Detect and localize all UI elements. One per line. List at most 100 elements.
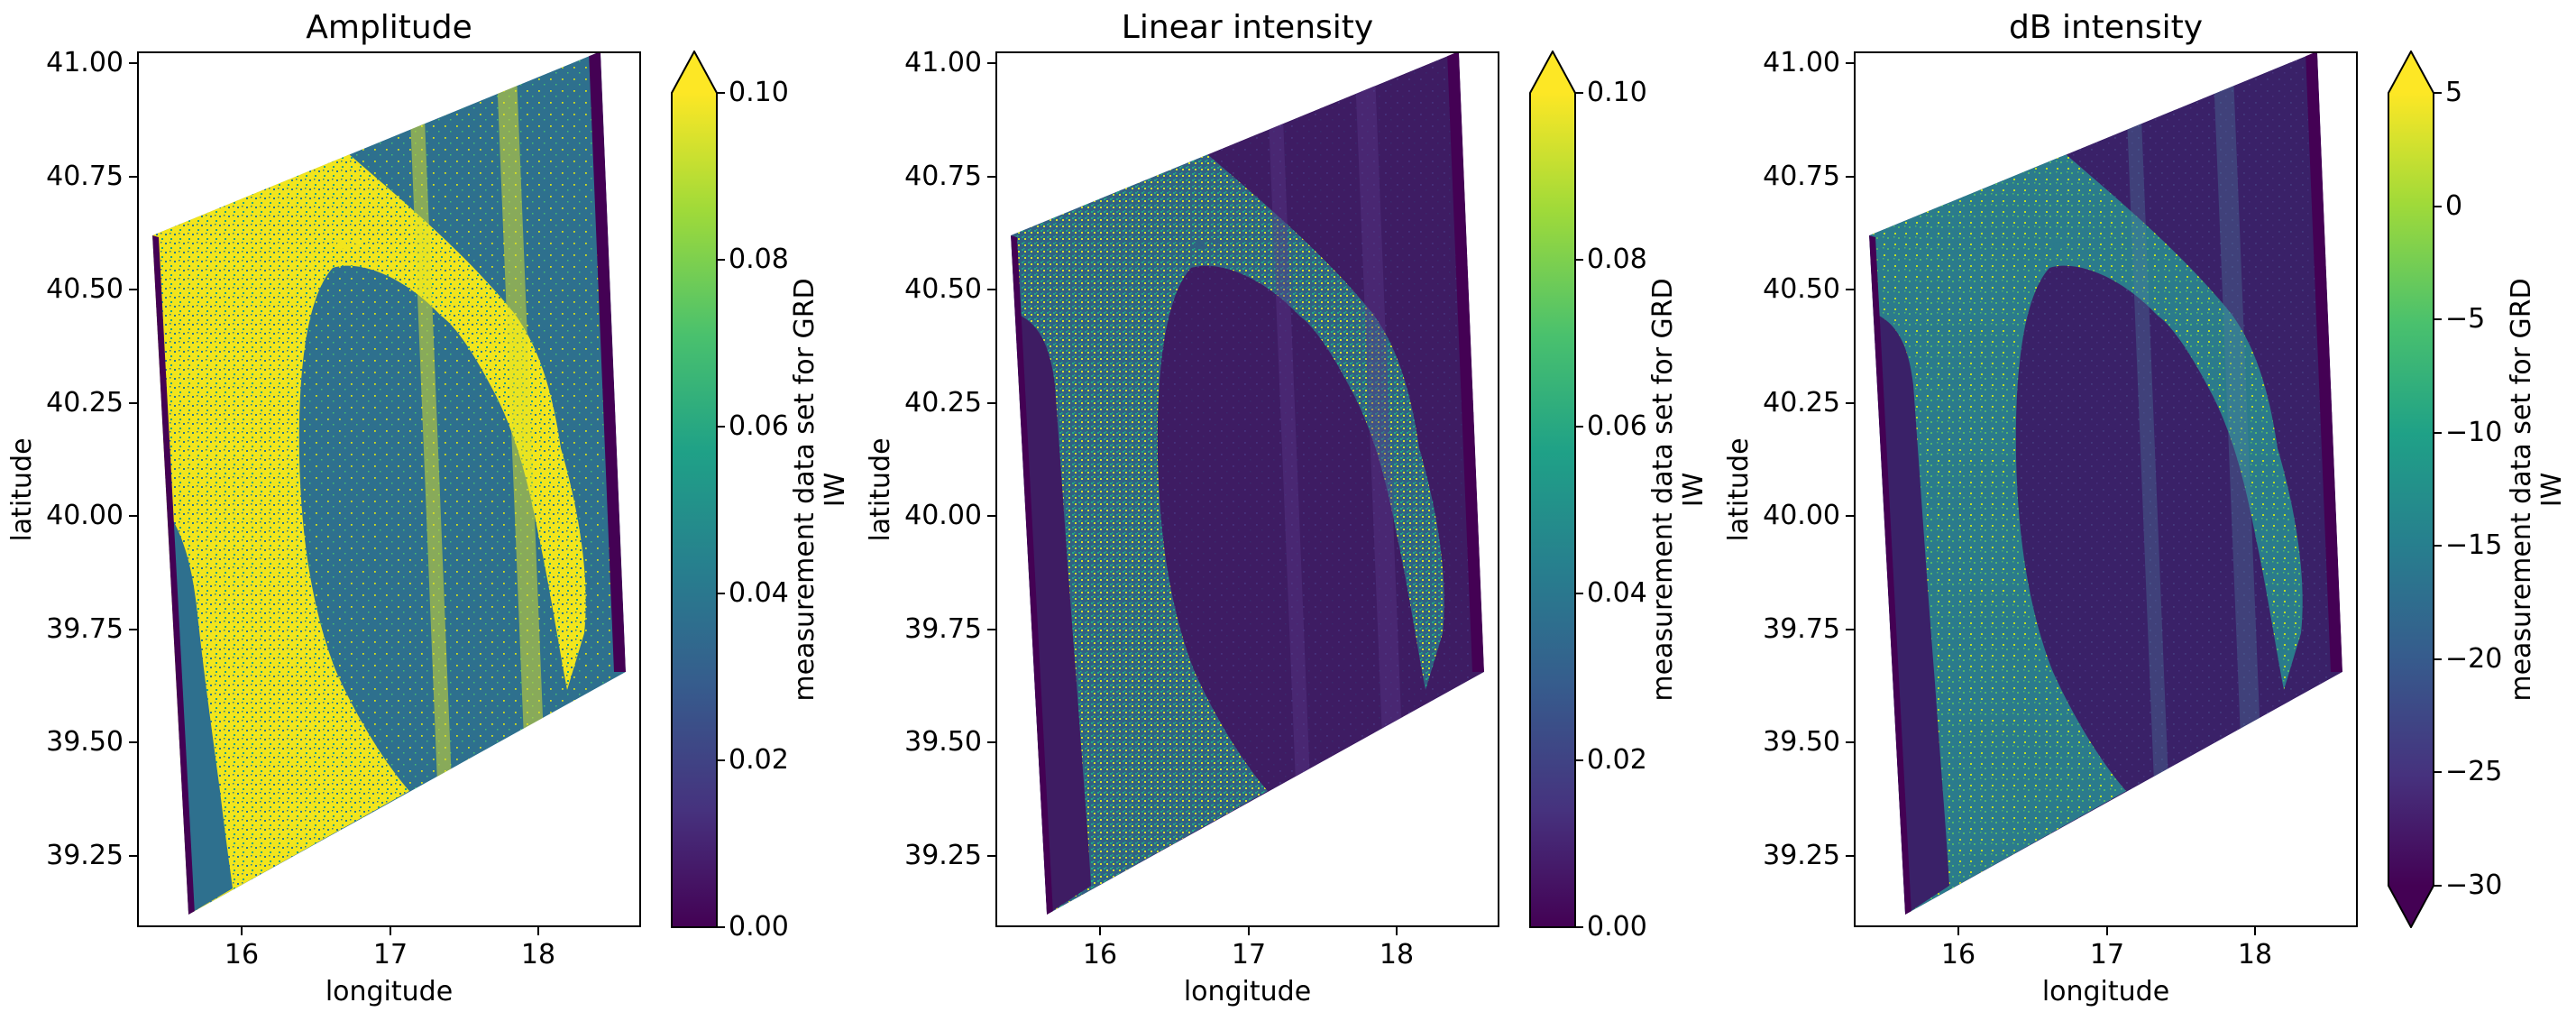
- y-tick-mark: [987, 401, 995, 404]
- y-tick-label: 39.25: [904, 839, 982, 871]
- colorbar-label-line2: IW: [820, 472, 851, 507]
- colorbar-tick-mark: [1575, 426, 1583, 428]
- y-tick-label: 39.50: [46, 726, 124, 758]
- x-tick-label: 17: [1231, 939, 1267, 970]
- y-tick-mark: [129, 854, 137, 857]
- colorbar: [1529, 49, 1576, 928]
- y-tick-mark: [987, 854, 995, 857]
- x-tick-mark: [2254, 927, 2256, 935]
- colorbar-gradient: [2388, 93, 2434, 886]
- colorbar-tick-label: 0.06: [729, 410, 789, 442]
- y-tick-label: 40.50: [46, 273, 124, 305]
- colorbar-tick-mark: [1575, 759, 1583, 761]
- coastal-strip-west: [1874, 313, 1949, 915]
- y-tick-mark: [987, 289, 995, 290]
- y-tick-label: 40.00: [1763, 500, 1840, 531]
- island: [1212, 239, 1221, 244]
- x-tick-mark: [1957, 927, 1959, 935]
- x-tick-label: 17: [372, 939, 408, 970]
- colorbar-tick-mark: [1575, 92, 1583, 94]
- x-tick-label: 18: [1379, 939, 1415, 970]
- x-tick-mark: [390, 927, 391, 935]
- y-tick-label: 40.25: [904, 386, 982, 419]
- colorbar-tick-label: 0.08: [1587, 244, 1647, 275]
- y-tick-mark: [1846, 401, 1854, 404]
- colorbar: [671, 49, 718, 928]
- island: [1195, 242, 1205, 249]
- swath-edge-left: [1869, 235, 1911, 915]
- y-tick-mark: [987, 515, 995, 517]
- y-tick-label: 39.50: [1763, 726, 1840, 758]
- y-tick-mark: [129, 175, 137, 178]
- y-tick-mark: [129, 289, 137, 290]
- colorbar-tick-mark: [717, 259, 725, 261]
- colorbar-tick-mark: [717, 593, 725, 594]
- colorbar-tick-mark: [2434, 658, 2442, 660]
- colorbar-tick-mark: [2434, 318, 2442, 321]
- y-tick-label: 41.00: [46, 47, 124, 78]
- colorbar-tick-label: −30: [2445, 869, 2503, 901]
- colorbar-tick-mark: [2434, 431, 2442, 434]
- y-tick-label: 39.75: [1763, 612, 1840, 645]
- colorbar-tick-label: 0: [2445, 189, 2463, 222]
- colorbar-tick-mark: [1575, 259, 1583, 261]
- y-tick-mark: [129, 62, 137, 64]
- x-tick-mark: [1099, 927, 1101, 935]
- y-tick-mark: [987, 741, 995, 743]
- colorbar-outline: [1529, 49, 1576, 928]
- colorbar-tick-label: 0.10: [729, 77, 789, 108]
- y-tick-label: 39.25: [1763, 839, 1840, 871]
- x-tick-mark: [537, 927, 539, 935]
- y-tick-mark: [1846, 515, 1854, 517]
- y-tick-label: 39.25: [46, 839, 124, 871]
- colorbar-tick-label: 0.02: [729, 744, 789, 776]
- y-tick-label: 40.75: [904, 160, 982, 192]
- y-tick-label: 39.50: [904, 726, 982, 758]
- colorbar-extend-max-arrow: [2388, 51, 2434, 93]
- y-tick-mark: [1846, 289, 1854, 290]
- y-tick-label: 40.75: [1763, 160, 1840, 192]
- colorbar-tick-label: 0.06: [1587, 410, 1647, 442]
- y-tick-mark: [987, 62, 995, 64]
- subswath-seam: [2124, 51, 2175, 915]
- swath-edge-right: [2306, 51, 2342, 672]
- colorbar-tick-label: −15: [2445, 529, 2503, 562]
- y-tick-label: 40.25: [1763, 386, 1840, 419]
- colorbar-tick-label: 5: [2445, 77, 2463, 108]
- sar-swath-image: [995, 51, 1499, 927]
- colorbar-gradient: [1530, 93, 1575, 927]
- swath-edge-right: [1447, 51, 1484, 672]
- subswath-seam: [408, 51, 458, 915]
- x-tick-label: 17: [2089, 939, 2125, 970]
- sar-swath-image: [137, 51, 641, 927]
- swath-edge-left: [152, 235, 195, 915]
- colorbar-tick-mark: [2434, 885, 2442, 887]
- colorbar-tick-mark: [1575, 926, 1583, 928]
- y-tick-label: 41.00: [1763, 47, 1840, 78]
- y-tick-label: 40.25: [46, 386, 124, 419]
- y-tick-mark: [1846, 741, 1854, 743]
- colorbar-outline: [671, 49, 718, 928]
- colorbar-label-line1: measurement data set for GRD: [2506, 277, 2537, 702]
- colorbar-extend-min-arrow: [2388, 886, 2434, 927]
- colorbar-tick-label: −20: [2445, 642, 2503, 675]
- y-tick-mark: [129, 741, 137, 743]
- plot-title: dB intensity: [2008, 9, 2204, 46]
- colorbar-tick-mark: [1575, 593, 1583, 594]
- subswath-seam: [1266, 51, 1316, 915]
- colorbar-tick-mark: [2434, 205, 2442, 207]
- y-tick-label: 41.00: [904, 47, 982, 78]
- colorbar-extend-max-arrow: [672, 51, 717, 93]
- x-axis-label: longitude: [2041, 976, 2170, 1007]
- swath-edge-right: [589, 51, 626, 672]
- sar-swath-image: [1854, 51, 2358, 927]
- colorbar-tick-mark: [717, 926, 725, 928]
- y-tick-mark: [129, 401, 137, 404]
- island: [2053, 242, 2064, 249]
- subswath-seam: [1354, 51, 1410, 915]
- x-tick-label: 16: [1940, 939, 1976, 970]
- y-tick-label: 40.00: [904, 500, 982, 531]
- coastal-strip-west: [1015, 313, 1091, 915]
- plot-title: Amplitude: [306, 9, 472, 46]
